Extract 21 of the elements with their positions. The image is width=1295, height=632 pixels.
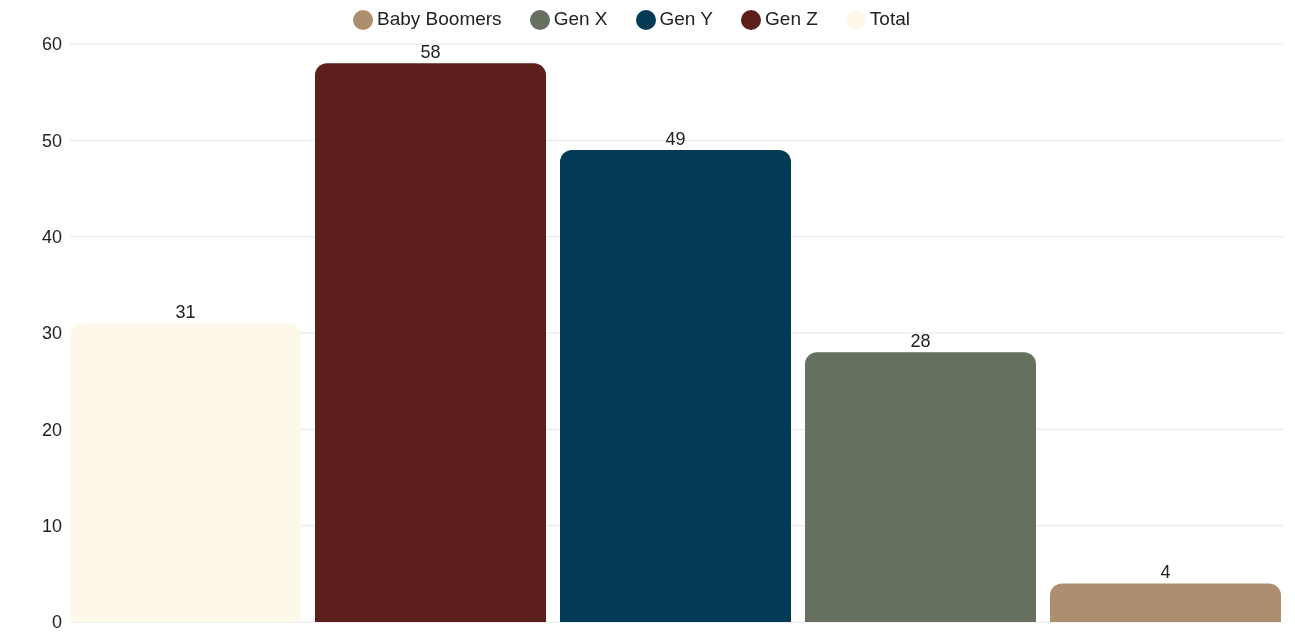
legend-label: Gen Z — [765, 8, 818, 29]
y-tick-label: 60 — [41, 34, 62, 55]
bar — [805, 352, 1036, 622]
data-label: 31 — [175, 302, 196, 323]
legend-label: Gen X — [553, 8, 608, 29]
y-tick-label: 0 — [51, 612, 62, 632]
y-tick-label: 40 — [41, 227, 62, 248]
data-label: 4 — [1160, 562, 1171, 583]
bar — [560, 149, 791, 622]
y-tick-label: 10 — [41, 516, 62, 537]
bar — [315, 63, 546, 622]
y-tick-label: 50 — [41, 130, 62, 151]
y-tick-label: 20 — [41, 419, 62, 440]
legend-label: Baby Boomers — [377, 8, 502, 29]
y-tick-label: 30 — [41, 323, 62, 344]
legend-label: Gen Y — [659, 8, 714, 29]
data-label: 28 — [910, 331, 931, 352]
bar — [1050, 583, 1281, 622]
legend-label: Total — [869, 8, 910, 29]
data-label: 58 — [420, 42, 441, 63]
data-label: 49 — [665, 128, 686, 149]
